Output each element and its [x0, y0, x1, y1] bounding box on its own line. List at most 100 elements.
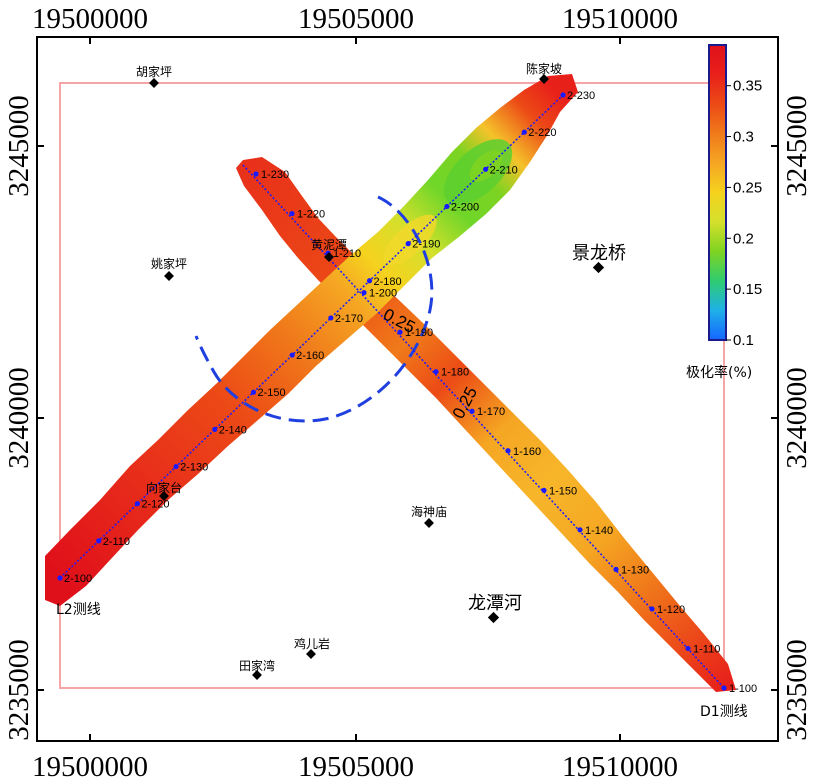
colorbar-tick-label: 0.2 [733, 230, 754, 247]
survey-boundary [59, 82, 725, 689]
svg-text:姚家坪: 姚家坪 [151, 256, 187, 271]
colorbar: 0.35 0.3 0.25 0.2 0.15 0.1 极化率(%) [686, 44, 762, 381]
d1-line-label: D1测线 [700, 704, 748, 720]
station-marker-1-220 [289, 210, 295, 217]
station-label-2-190: 2-190 [412, 239, 440, 251]
station-label-1-210: 1-210 [333, 248, 361, 260]
station-label-1-110: 1-110 [693, 643, 720, 655]
svg-text:龙潭河: 龙潭河 [468, 593, 522, 614]
x-tick-bottom-3: 19510000 [562, 751, 678, 783]
y-tick-left-3: 3235000 [3, 639, 35, 741]
station-marker-1-200 [361, 290, 367, 296]
station-label-1-100: 1-100 [729, 683, 757, 695]
station-label-1-190: 1-190 [405, 327, 433, 339]
station-label-1-230: 1-230 [261, 169, 289, 181]
station-marker-2-140 [212, 426, 218, 432]
svg-text:景龙桥: 景龙桥 [572, 243, 626, 264]
station-marker-2-190 [405, 241, 411, 247]
place-hujiaping: 胡家坪 [136, 64, 172, 88]
station-label-1-140: 1-140 [585, 525, 613, 537]
station-marker-2-120 [134, 501, 140, 507]
station-marker-2-110 [96, 538, 102, 544]
place-yaojiaping: 姚家坪 [151, 256, 187, 281]
colorbar-tick-label: 0.35 [733, 78, 762, 95]
station-marker-2-230 [560, 92, 566, 98]
svg-text:陈家坡: 陈家坡 [526, 61, 562, 76]
station-label-2-230: 2-230 [567, 90, 595, 102]
station-label-1-170: 1-170 [477, 406, 505, 418]
place-huangnitan: 黄泥潭 [311, 238, 347, 262]
station-marker-2-220 [521, 129, 527, 135]
d1-survey-line [242, 164, 725, 689]
station-label-2-110: 2-110 [103, 536, 130, 548]
place-tianjiawan: 田家湾 [239, 658, 275, 680]
l2-yellow-zone [383, 214, 437, 266]
station-marker-2-210 [483, 166, 489, 172]
place-jieryan: 鸡儿岩 [294, 636, 330, 659]
svg-text:向家台: 向家台 [146, 480, 182, 495]
colorbar-tick-label: 0.25 [733, 179, 762, 196]
x-tick-bottom-1: 19500000 [32, 751, 148, 783]
colorbar-gradient [708, 44, 727, 341]
colorbar-ticks: 0.35 0.3 0.25 0.2 0.15 0.1 [726, 78, 762, 349]
station-label-1-160: 1-160 [513, 446, 541, 458]
x-tick-top-3: 19510000 [562, 3, 678, 35]
station-label-1-220: 1-220 [297, 209, 325, 221]
y-tick-left-2: 3240000 [3, 367, 35, 469]
station-label-2-130: 2-130 [180, 462, 208, 474]
y-tick-left-1: 3245000 [3, 95, 35, 197]
station-marker-2-170 [328, 315, 334, 321]
station-label-2-160: 2-160 [296, 350, 324, 362]
place-jinglongqiao: 景龙桥 [572, 243, 626, 274]
station-marker-1-230 [253, 171, 259, 177]
x-tick-bottom-2: 19505000 [298, 751, 414, 783]
station-label-2-220: 2-220 [528, 127, 556, 139]
station-marker-1-190 [397, 329, 403, 335]
place-markers: 胡家坪 陈家坡 姚家坪 黄泥潭 景龙桥 向家台 海神庙 龙潭河 [136, 61, 626, 680]
l2-low-anomaly-core [469, 150, 503, 182]
colorbar-title: 极化率(%) [686, 364, 752, 381]
l2-survey-line [59, 94, 564, 579]
station-label-2-210: 2-210 [490, 164, 518, 176]
station-marker-1-180 [433, 369, 439, 375]
station-marker-2-150 [250, 389, 257, 395]
station-label-2-100: 2-100 [64, 573, 92, 585]
colorbar-tick-label: 0.3 [733, 129, 754, 146]
y-tick-right-2: 3240000 [781, 367, 813, 469]
station-marker-2-100 [57, 575, 63, 581]
station-marker-1-100 [721, 685, 727, 691]
station-label-2-120: 2-120 [141, 499, 169, 511]
station-markers: 1-100 1-110 1-120 1-130 1-140 1-150 1-160 1-170… [57, 90, 757, 695]
station-marker-1-160 [505, 448, 511, 454]
y-tick-right-1: 3245000 [781, 95, 813, 197]
place-longtanhe: 龙潭河 [468, 593, 522, 624]
station-label-1-200: 1-200 [369, 288, 397, 300]
station-marker-1-110 [685, 645, 691, 652]
x-tick-top-2: 19505000 [298, 3, 414, 35]
station-marker-2-200 [444, 203, 450, 210]
station-label-2-200: 2-200 [451, 201, 479, 213]
station-label-1-150: 1-150 [549, 485, 577, 497]
station-label-1-130: 1-130 [621, 564, 649, 576]
colorbar-tick-label: 0.1 [733, 332, 754, 349]
station-marker-2-130 [173, 463, 179, 470]
y-axis: 3245000 3240000 3235000 3245000 3240000 … [3, 95, 813, 741]
svg-text:田家湾: 田家湾 [239, 658, 275, 673]
station-marker-1-120 [649, 606, 655, 612]
station-label-2-140: 2-140 [219, 424, 247, 436]
x-axis: 19500000 19505000 19510000 19500000 1950… [32, 3, 678, 783]
station-label-2-170: 2-170 [335, 313, 363, 325]
station-label-1-120: 1-120 [657, 604, 685, 616]
l2-line-label: L2测线 [56, 602, 101, 618]
x-tick-top-1: 19500000 [32, 3, 148, 35]
station-label-1-180: 1-180 [441, 367, 469, 379]
station-marker-2-160 [289, 352, 295, 358]
y-tick-right-3: 3235000 [781, 639, 813, 741]
station-label-2-150: 2-150 [257, 387, 285, 399]
place-xiangjiatai: 向家台 [146, 480, 182, 501]
station-marker-2-180 [366, 278, 373, 284]
station-marker-1-150 [541, 487, 547, 493]
station-marker-1-170 [469, 408, 475, 414]
colorbar-tick-label: 0.15 [733, 281, 762, 298]
